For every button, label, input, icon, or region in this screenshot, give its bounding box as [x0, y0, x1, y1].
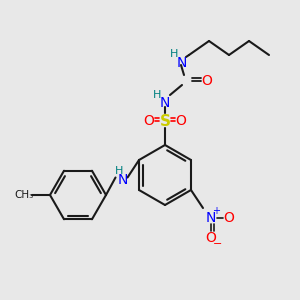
Text: O: O [202, 74, 212, 88]
Text: CH₃: CH₃ [14, 190, 34, 200]
Text: +: + [212, 206, 220, 216]
Text: O: O [224, 211, 234, 225]
Text: H: H [153, 90, 161, 100]
Text: S: S [160, 113, 170, 128]
Text: O: O [144, 114, 154, 128]
Text: N: N [206, 211, 216, 225]
Text: H: H [170, 49, 178, 59]
Text: O: O [206, 231, 216, 245]
Text: −: − [213, 239, 223, 249]
Text: N: N [177, 56, 187, 70]
Text: N: N [160, 96, 170, 110]
Text: N: N [117, 172, 128, 187]
Text: O: O [176, 114, 186, 128]
Text: H: H [115, 166, 124, 176]
